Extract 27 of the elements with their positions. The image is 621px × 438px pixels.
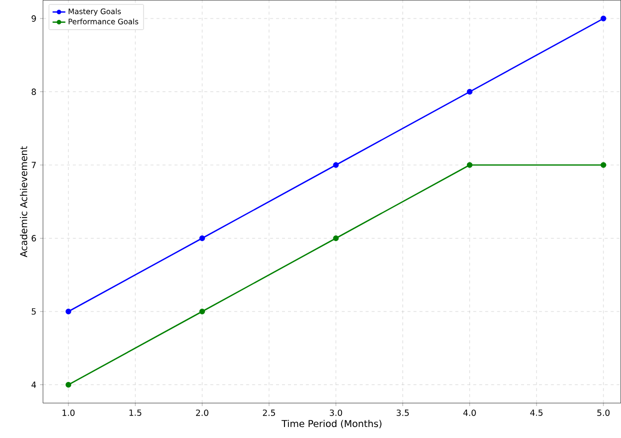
point — [600, 162, 606, 168]
y-tick-label: 7 — [32, 162, 36, 168]
y-tick-label: 9 — [32, 15, 36, 22]
point — [66, 382, 72, 388]
point — [199, 235, 205, 242]
point — [466, 162, 472, 168]
point — [333, 235, 339, 242]
x-tick-label: 2.5 — [262, 410, 276, 416]
x-tick-label: 4.0 — [463, 410, 476, 416]
x-tick-label: 2.0 — [196, 410, 208, 416]
x-tick-label: 3.0 — [330, 410, 342, 416]
point — [466, 88, 472, 95]
y-tick-label: 4 — [32, 382, 36, 388]
point — [199, 308, 205, 314]
y-axis-title: Academic Achievement — [20, 146, 28, 258]
y-tick-label: 8 — [32, 88, 36, 95]
x-tick-label: 4.5 — [530, 410, 543, 416]
point — [333, 162, 339, 168]
x-tick-label: 1.0 — [62, 410, 75, 416]
x-tick-label: 1.5 — [129, 410, 142, 416]
x-tick-label: 5.0 — [597, 410, 610, 416]
point — [600, 16, 606, 22]
x-tick-label: 3.5 — [396, 410, 409, 416]
y-tick-label: 6 — [32, 235, 36, 242]
point — [66, 308, 72, 314]
y-tick-label: 5 — [32, 308, 36, 315]
x-axis-title: Time Period (Months) — [282, 420, 382, 428]
